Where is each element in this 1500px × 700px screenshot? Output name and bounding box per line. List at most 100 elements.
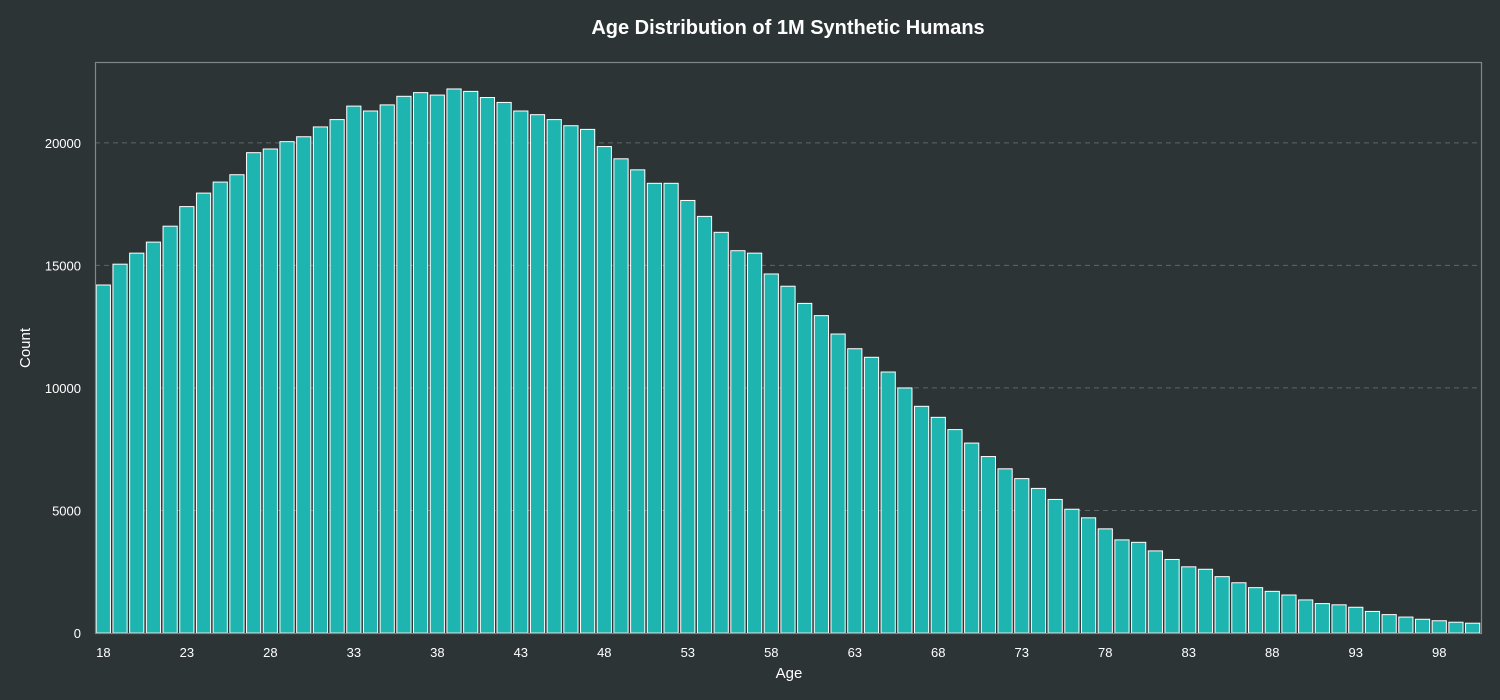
bar-age-78 [1097,528,1113,634]
bar-age-35 [379,104,395,634]
bar-age-38 [429,94,445,634]
x-tick-label: 78 [1098,645,1112,660]
bar-age-56 [730,250,746,634]
bar-age-37 [413,92,429,634]
x-tick-label: 33 [347,645,361,660]
bar-age-66 [897,387,913,634]
bar-age-33 [346,105,362,634]
bar-age-36 [396,95,412,634]
bar-age-50 [630,169,646,634]
bar-age-91 [1314,603,1330,634]
bar-age-67 [913,405,930,634]
x-tick-label: 73 [1015,645,1029,660]
x-tick-label: 83 [1182,645,1196,660]
bar-age-62 [830,333,846,634]
chart-title: Age Distribution of 1M Synthetic Humans [591,17,984,39]
bar-age-59 [780,285,796,634]
bar-age-95 [1381,614,1397,634]
bar-age-60 [797,302,813,634]
y-tick-label: 0 [74,626,81,641]
bar-age-69 [947,429,963,634]
bar-age-39 [446,88,462,634]
x-tick-label: 93 [1349,645,1363,660]
bar-age-75 [1047,498,1063,634]
bar-age-89 [1281,594,1297,634]
x-tick-label: 68 [931,645,945,660]
bar-age-26 [229,174,245,634]
bar-age-57 [747,252,763,634]
bar-age-96 [1398,616,1414,634]
bar-age-83 [1181,566,1197,634]
x-tick-label: 63 [848,645,862,660]
y-tick-label: 10000 [45,381,81,396]
bar-age-48 [596,146,612,634]
bar-age-46 [563,125,579,634]
bar-age-53 [680,199,696,634]
plot-frame [94,61,1483,635]
bar-age-29 [279,141,295,634]
bar-age-65 [880,371,896,634]
bar-age-82 [1164,558,1180,634]
bar-age-54 [696,215,713,634]
bar-age-81 [1147,550,1163,634]
y-tick-label: 20000 [45,136,81,151]
x-axis-label: Age [776,665,803,682]
bar-age-49 [613,158,629,634]
bar-age-52 [663,182,679,634]
bar-age-98 [1431,620,1447,634]
bar-age-23 [179,206,195,634]
bar-age-79 [1114,539,1130,634]
bar-age-74 [1030,487,1047,634]
bar-age-76 [1064,508,1080,634]
bar-age-97 [1414,618,1431,634]
bar-age-68 [930,416,946,634]
bar-age-84 [1197,568,1214,634]
bar-age-88 [1264,590,1280,634]
bar-age-18 [95,284,111,634]
bar-age-80 [1131,541,1147,634]
bars [95,88,1481,634]
x-tick-label: 38 [430,645,444,660]
x-tick-label: 48 [597,645,611,660]
bar-age-87 [1247,587,1264,634]
bar-age-92 [1331,604,1347,634]
bar-age-21 [145,241,162,634]
bar-age-55 [713,231,729,634]
bar-age-86 [1231,582,1247,634]
bar-age-63 [847,348,863,634]
x-tick-label: 98 [1432,645,1446,660]
x-tick-label: 28 [263,645,277,660]
x-tick-label: 18 [96,645,110,660]
bar-age-43 [513,110,529,634]
y-tick-label: 5000 [52,503,81,518]
bar-age-32 [329,119,345,634]
y-tick-label: 15000 [45,258,81,273]
x-axis-ticks: 18 23 28 33 38 43 48 53 58 63 68 73 78 83 88 93 98 [96,645,1446,660]
bar-age-45 [546,119,562,634]
bar-age-51 [646,182,662,634]
bar-age-100 [1465,622,1481,634]
bar-age-44 [529,114,546,634]
x-tick-label: 53 [681,645,695,660]
x-tick-label: 23 [180,645,194,660]
bar-age-77 [1080,517,1097,634]
bar-age-42 [496,101,512,634]
x-tick-label: 58 [764,645,778,660]
bar-age-61 [813,315,829,634]
bar-age-90 [1298,599,1314,634]
y-axis-ticks: 0 5000 10000 15000 20000 [45,136,81,641]
bar-age-22 [162,225,178,634]
bar-age-72 [997,468,1013,634]
bar-age-20 [129,252,145,634]
bar-age-30 [296,136,312,634]
bar-age-85 [1214,576,1230,634]
bar-age-70 [964,442,980,634]
bar-age-24 [195,192,212,634]
bar-age-47 [580,128,596,634]
bar-age-28 [262,148,278,634]
bar-age-93 [1348,606,1364,634]
bar-age-31 [312,126,329,634]
bar-age-41 [479,97,496,634]
y-axis-label: Count [17,327,34,368]
bar-age-94 [1364,610,1381,634]
